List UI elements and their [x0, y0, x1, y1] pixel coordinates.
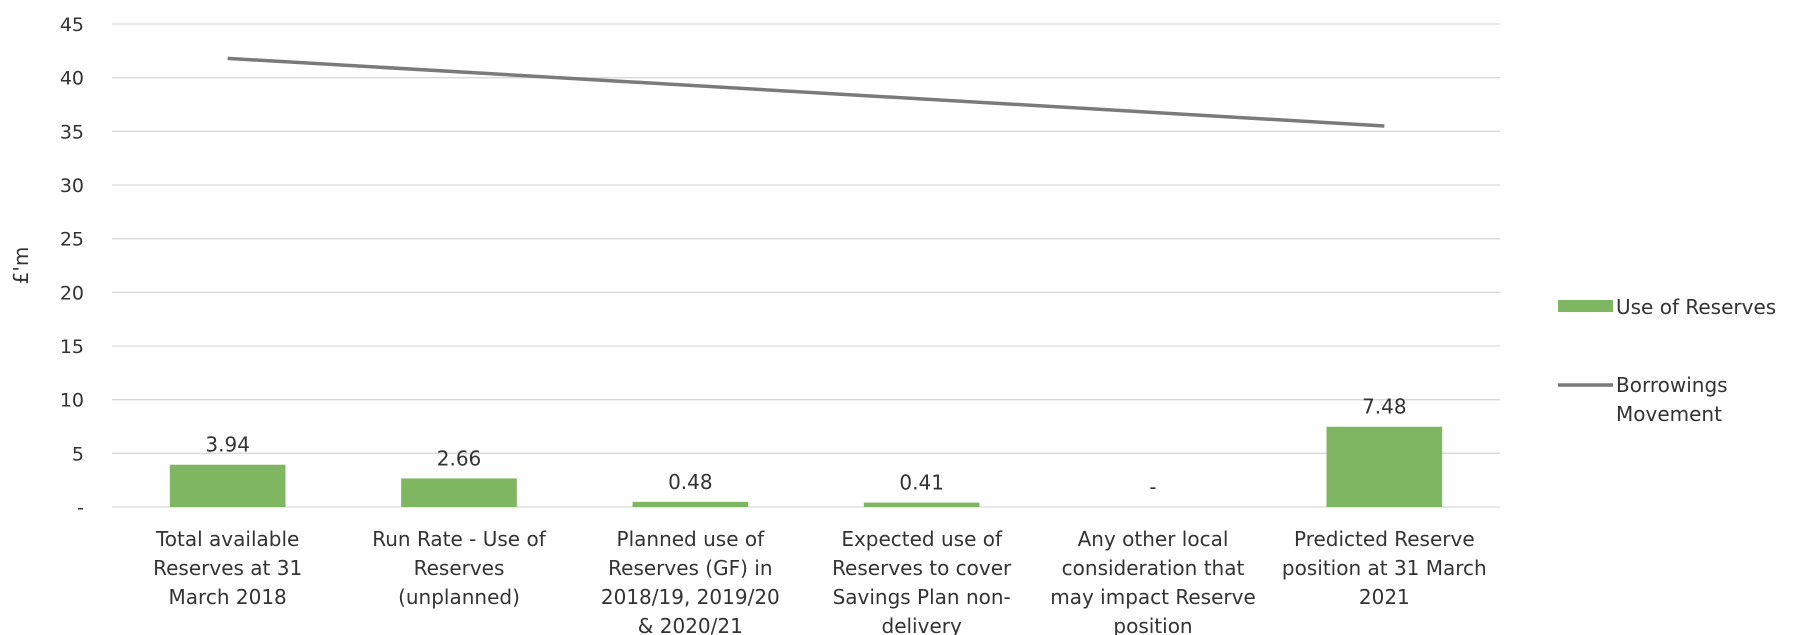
x-tick-label-line: Reserves (GF) in	[608, 556, 772, 580]
x-tick-label-line: Predicted Reserve	[1294, 527, 1475, 551]
x-tick-labels: Total available Reserves at 31 March 2018 R…	[153, 527, 1487, 635]
borrowings-movement-line	[227, 56, 1385, 128]
y-tick-labels: - 5 10 15 20 25 30 35 40 45	[60, 14, 84, 519]
legend-label-borrowings-movement: Borrowings Movement	[1616, 373, 1728, 426]
gridlines	[112, 23, 1500, 508]
legend-label-use-of-reserves: Use of Reserves	[1616, 295, 1776, 319]
x-tick-label: Predicted Reserve position at 31 March 202…	[1282, 527, 1487, 609]
x-tick-label: Run Rate - Use of Reserves (unplanned)	[372, 527, 546, 609]
legend-label-line: Borrowings	[1616, 373, 1728, 397]
x-tick-label-line: March 2018	[169, 585, 287, 609]
bar	[632, 501, 749, 507]
x-tick-label-line: Savings Plan non-	[833, 585, 1011, 609]
x-tick-label: Any other local consideration that may imp…	[1050, 527, 1256, 635]
y-tick-label: 25	[60, 229, 84, 251]
borrowings-line-group	[227, 56, 1385, 128]
x-tick-label-line: Reserves at 31	[153, 556, 302, 580]
legend: Use of Reserves Borrowings Movement	[1558, 295, 1776, 426]
x-tick-label-line: Total available	[155, 527, 299, 551]
bar	[401, 478, 517, 507]
x-tick-label-line: Run Rate - Use of	[372, 527, 546, 551]
x-tick-label: Total available Reserves at 31 March 2018	[153, 527, 302, 609]
x-tick-label-line: (unplanned)	[398, 585, 520, 609]
data-label: 2.66	[437, 446, 482, 470]
y-tick-label: 5	[72, 443, 84, 465]
x-tick-label-line: Planned use of	[617, 527, 766, 551]
y-tick-label: 40	[60, 68, 84, 90]
bar	[863, 502, 980, 507]
x-tick-label-line: & 2020/21	[638, 614, 743, 635]
x-tick-label-line: Reserves to cover	[832, 556, 1012, 580]
x-tick-label: Planned use of Reserves (GF) in 2018/19, 2…	[601, 527, 780, 635]
x-tick-label-line: Any other local	[1078, 527, 1229, 551]
x-tick-label-line: 2018/19, 2019/20	[601, 585, 780, 609]
x-tick-label-line: delivery	[882, 614, 962, 635]
bar	[169, 464, 286, 507]
x-tick-label-line: Expected use of	[841, 527, 1003, 551]
legend-label-line: Movement	[1616, 402, 1722, 426]
x-tick-label-line: consideration that	[1062, 556, 1245, 580]
y-tick-label: 45	[60, 14, 84, 36]
y-tick-label: 10	[60, 390, 84, 412]
y-tick-label: 15	[60, 336, 84, 358]
bars	[169, 426, 1443, 507]
x-tick-label-line: Reserves	[414, 556, 505, 580]
legend-swatch-use-of-reserves	[1558, 300, 1613, 312]
x-tick-label-line: may impact Reserve	[1050, 585, 1256, 609]
x-tick-label: Expected use of Reserves to cover Savings …	[832, 527, 1012, 635]
y-tick-label: 35	[60, 121, 84, 143]
x-tick-label-line: position at 31 March	[1282, 556, 1487, 580]
data-labels: 3.94 2.66 0.48 0.41 - 7.48	[205, 395, 1406, 499]
data-label: 0.41	[899, 471, 944, 495]
data-label: 7.48	[1362, 395, 1407, 419]
x-tick-label-line: 2021	[1359, 585, 1410, 609]
data-label: -	[1149, 475, 1156, 499]
bar	[1326, 426, 1443, 507]
y-tick-label: 30	[60, 175, 84, 197]
y-axis-label: £'m	[9, 247, 33, 285]
data-label: 0.48	[668, 470, 713, 494]
y-tick-label: 20	[60, 282, 84, 304]
y-tick-label: -	[77, 497, 84, 519]
data-label: 3.94	[205, 433, 250, 457]
x-tick-label-line: position	[1113, 614, 1192, 635]
